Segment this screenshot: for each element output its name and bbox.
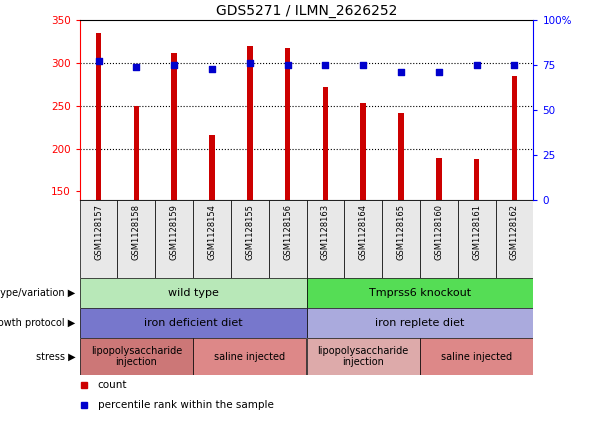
Text: GSM1128165: GSM1128165 <box>397 204 406 260</box>
Point <box>131 63 141 70</box>
Bar <box>172 52 177 200</box>
Text: GSM1128159: GSM1128159 <box>170 204 179 260</box>
Bar <box>209 135 215 200</box>
Bar <box>118 200 155 278</box>
Bar <box>134 106 139 200</box>
Bar <box>80 308 306 338</box>
Point <box>509 62 519 69</box>
Bar <box>80 338 193 375</box>
Text: GSM1128156: GSM1128156 <box>283 204 292 260</box>
Text: lipopolysaccharide
injection: lipopolysaccharide injection <box>318 346 409 367</box>
Bar <box>495 200 533 278</box>
Text: GSM1128161: GSM1128161 <box>472 204 481 260</box>
Text: GSM1128158: GSM1128158 <box>132 204 141 260</box>
Bar <box>322 87 328 200</box>
Bar <box>420 200 458 278</box>
Text: lipopolysaccharide
injection: lipopolysaccharide injection <box>91 346 182 367</box>
Bar <box>382 200 420 278</box>
Bar <box>398 113 404 200</box>
Bar <box>436 158 441 200</box>
Text: GSM1128155: GSM1128155 <box>245 204 254 260</box>
Point <box>321 62 330 69</box>
Point <box>434 69 444 76</box>
Bar <box>420 338 533 375</box>
Bar <box>285 48 291 200</box>
Point <box>396 69 406 76</box>
Text: Tmprss6 knockout: Tmprss6 knockout <box>369 288 471 298</box>
Text: saline injected: saline injected <box>441 352 512 362</box>
Text: GSM1128162: GSM1128162 <box>510 204 519 260</box>
Bar <box>306 308 533 338</box>
Bar <box>306 278 533 308</box>
Text: iron deficient diet: iron deficient diet <box>144 318 242 328</box>
Text: GSM1128157: GSM1128157 <box>94 204 103 260</box>
Bar <box>247 46 253 200</box>
Bar <box>231 200 268 278</box>
Bar <box>306 200 345 278</box>
Text: stress ▶: stress ▶ <box>36 352 75 362</box>
Bar <box>96 33 101 200</box>
Bar <box>345 200 382 278</box>
Point <box>358 62 368 69</box>
Bar <box>306 338 420 375</box>
Text: GSM1128163: GSM1128163 <box>321 204 330 260</box>
Bar <box>80 278 306 308</box>
Point <box>245 60 255 66</box>
Bar <box>474 159 479 200</box>
Text: GSM1128160: GSM1128160 <box>434 204 443 260</box>
Text: genotype/variation ▶: genotype/variation ▶ <box>0 288 75 298</box>
Title: GDS5271 / ILMN_2626252: GDS5271 / ILMN_2626252 <box>216 3 397 18</box>
Text: iron replete diet: iron replete diet <box>375 318 465 328</box>
Text: percentile rank within the sample: percentile rank within the sample <box>98 400 274 410</box>
Bar <box>193 338 306 375</box>
Bar <box>512 76 517 200</box>
Text: count: count <box>98 380 128 390</box>
Bar <box>155 200 193 278</box>
Point <box>207 65 217 72</box>
Point <box>169 62 179 69</box>
Bar <box>458 200 495 278</box>
Text: GSM1128164: GSM1128164 <box>359 204 368 260</box>
Bar <box>193 200 231 278</box>
Bar <box>268 200 306 278</box>
Point <box>94 58 104 65</box>
Text: wild type: wild type <box>168 288 218 298</box>
Bar <box>80 200 118 278</box>
Point <box>283 62 292 69</box>
Point <box>472 62 482 69</box>
Text: GSM1128154: GSM1128154 <box>207 204 216 260</box>
Text: growth protocol ▶: growth protocol ▶ <box>0 318 75 328</box>
Text: saline injected: saline injected <box>214 352 286 362</box>
Bar <box>360 103 366 200</box>
